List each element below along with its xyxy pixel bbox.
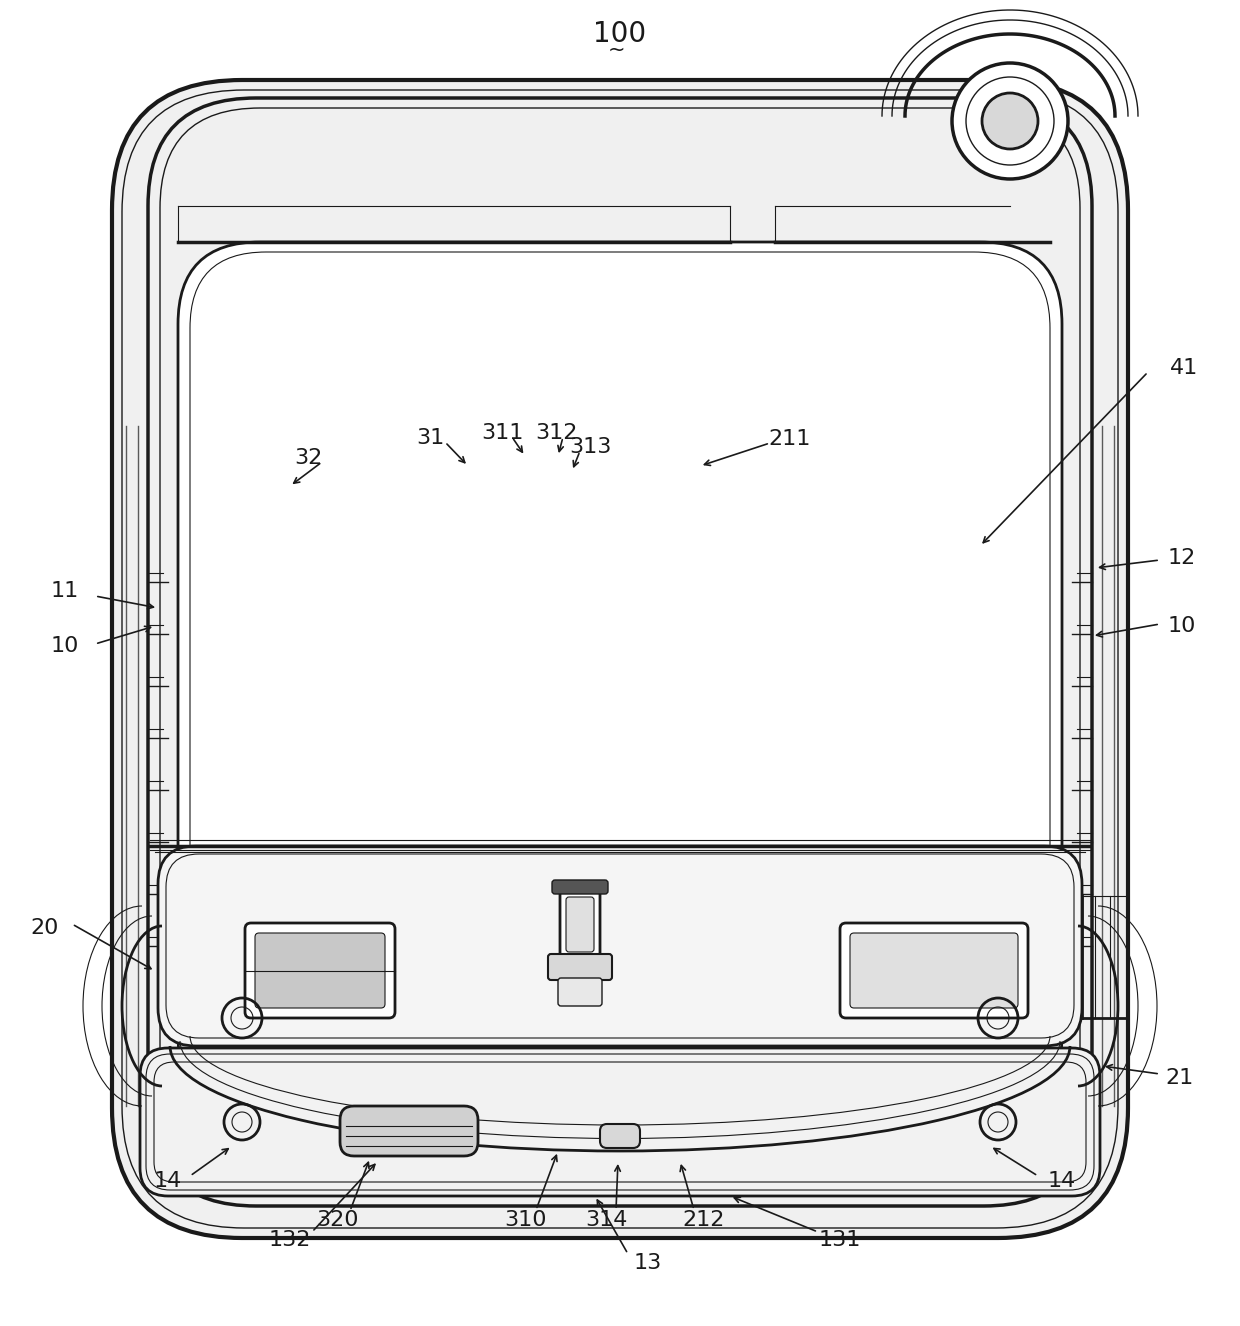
FancyBboxPatch shape	[140, 1048, 1100, 1196]
Circle shape	[952, 64, 1068, 179]
FancyBboxPatch shape	[558, 979, 601, 1006]
FancyBboxPatch shape	[552, 880, 608, 894]
FancyBboxPatch shape	[340, 1106, 477, 1156]
Text: 100: 100	[594, 20, 646, 48]
Text: 212: 212	[683, 1211, 725, 1231]
Text: 10: 10	[51, 636, 79, 656]
Circle shape	[982, 93, 1038, 149]
FancyBboxPatch shape	[560, 890, 600, 957]
FancyBboxPatch shape	[157, 846, 1083, 1046]
Text: 13: 13	[634, 1253, 662, 1273]
Text: 14: 14	[154, 1171, 182, 1191]
Text: 312: 312	[534, 423, 577, 443]
Text: 12: 12	[1168, 548, 1197, 568]
Text: 131: 131	[818, 1231, 862, 1250]
Text: 14: 14	[1048, 1171, 1076, 1191]
Text: 20: 20	[31, 918, 60, 937]
Text: 10: 10	[1168, 617, 1197, 636]
Text: 132: 132	[269, 1231, 311, 1250]
Text: ~: ~	[609, 40, 626, 60]
Text: 320: 320	[316, 1211, 360, 1231]
Circle shape	[966, 77, 1054, 164]
FancyBboxPatch shape	[849, 934, 1018, 1008]
FancyBboxPatch shape	[839, 923, 1028, 1018]
FancyBboxPatch shape	[246, 923, 396, 1018]
Text: 11: 11	[51, 581, 79, 601]
FancyBboxPatch shape	[600, 1124, 640, 1148]
Text: 211: 211	[769, 430, 811, 450]
FancyBboxPatch shape	[565, 896, 594, 952]
Text: 21: 21	[1166, 1067, 1194, 1089]
Text: 314: 314	[585, 1211, 627, 1231]
Text: 313: 313	[569, 438, 611, 457]
FancyBboxPatch shape	[179, 243, 1061, 1118]
FancyBboxPatch shape	[548, 953, 613, 980]
Text: 41: 41	[1171, 358, 1198, 378]
Text: 310: 310	[505, 1211, 547, 1231]
FancyBboxPatch shape	[112, 80, 1128, 1238]
FancyBboxPatch shape	[255, 934, 384, 1008]
Text: 31: 31	[415, 428, 444, 448]
Text: 32: 32	[294, 448, 322, 468]
Text: 311: 311	[481, 423, 523, 443]
